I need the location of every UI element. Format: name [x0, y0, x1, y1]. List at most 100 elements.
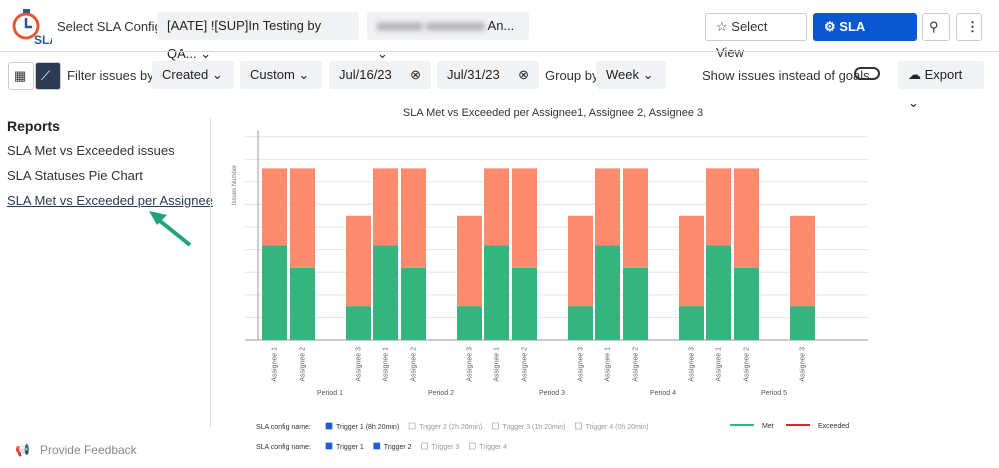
chart-title: SLA Met vs Exceeded per Assignee1, Assig… [403, 107, 703, 119]
feedback-text: Provide Feedback [39, 443, 137, 457]
period-label: Period 5 [761, 390, 787, 397]
bar-segment [457, 306, 482, 340]
report-link[interactable]: SLA Statuses Pie Chart [7, 168, 143, 183]
x-tick-label: Assignee 3 [578, 347, 585, 382]
bar-segment [623, 168, 648, 268]
button-text: Export [924, 67, 963, 82]
bar-segment [734, 168, 759, 268]
bar-segment [568, 306, 593, 340]
select-view-button[interactable]: ☆ Select View [705, 13, 807, 60]
bar-segment [484, 245, 509, 340]
checkbox [325, 422, 333, 430]
date-value: Jul/31/23 [447, 67, 500, 82]
second-select[interactable]: xxxxxxx xxxxxxxxx An... ⌄ [367, 12, 529, 61]
legend-label: Met [762, 423, 774, 430]
select-value: Week [606, 67, 639, 82]
toggle[interactable] [854, 67, 880, 80]
legend-label: Exceeded [818, 423, 849, 430]
x-tick-label: Assignee 1 [605, 347, 612, 382]
period-label: Period 1 [317, 390, 343, 397]
x-tick-label: Assignee 1 [716, 347, 723, 382]
bar-segment [346, 306, 371, 340]
x-tick-label: Assignee 1 [272, 347, 279, 382]
legend-item: Trigger 2 [384, 444, 412, 451]
arrow [149, 211, 192, 247]
bar-segment [595, 168, 620, 246]
date-from[interactable]: Jul/16/23 ⊗ [329, 61, 431, 89]
group-select[interactable]: Week ⌄ [596, 61, 666, 89]
legend-item: Trigger 1 (8h 20min) [336, 424, 399, 431]
x-tick-label: Assignee 1 [494, 347, 501, 382]
x-tick-label: Assignee 2 [411, 347, 418, 382]
checkbox [491, 422, 499, 430]
bar-segment [790, 306, 815, 340]
select-value: An... [487, 18, 515, 33]
report-link[interactable]: SLA Met vs Exceeded per Assignee [7, 193, 213, 208]
bar-segment [734, 267, 759, 340]
legend-item: Trigger 2 (2h 20min) [419, 424, 482, 431]
x-tick-label: Assignee 3 [356, 347, 363, 382]
bar-segment [457, 215, 482, 307]
export-button[interactable]: ☁ Export ⌄ [898, 61, 984, 110]
date-value: Jul/16/23 [339, 67, 392, 82]
select-value: Created [162, 67, 209, 82]
pin-button[interactable]: ⚲ [922, 13, 950, 41]
bar-segment [262, 168, 287, 246]
bar-segment [401, 267, 426, 340]
x-tick-label: Assignee 3 [800, 347, 807, 382]
feedback[interactable]: 📢 Provide Feedback [15, 443, 137, 457]
bar-segment [790, 215, 815, 307]
chart-view[interactable]: ⟋ [35, 62, 61, 90]
bar-segment [401, 168, 426, 268]
label: Group by [545, 68, 599, 83]
logo-text: SLA [34, 33, 52, 47]
bar-segment [595, 245, 620, 340]
sla-manager-button[interactable]: ⚙ SLA Manager [813, 13, 917, 60]
checkbox [373, 442, 381, 450]
legend-item: Trigger 3 [432, 444, 460, 451]
bar-segment [290, 267, 315, 340]
divider [210, 118, 211, 428]
bar-segment [484, 168, 509, 246]
bar-segment [706, 245, 731, 340]
y-axis-title: Issues Number [232, 165, 238, 205]
bar-segment [623, 267, 648, 340]
custom-select[interactable]: Custom ⌄ [240, 61, 322, 89]
legend-item: Trigger 4 (0h 20min) [585, 424, 648, 431]
checkbox [421, 442, 428, 450]
menu-button[interactable]: ⋮ [956, 13, 982, 41]
bar-segment [512, 168, 537, 268]
created-select[interactable]: Created ⌄ [152, 61, 234, 89]
bar-segment [373, 168, 398, 246]
legend-label: SLA config name: [256, 444, 311, 451]
divider [0, 51, 999, 52]
x-tick-label: Assignee 2 [300, 347, 307, 382]
config-select[interactable]: [AATE] ![SUP]In Testing by QA... ⌄ [157, 12, 359, 61]
date-to[interactable]: Jul/31/23 ⊗ [437, 61, 539, 89]
bar-segment [346, 215, 371, 307]
period-label: Period 4 [650, 390, 676, 397]
checkbox [468, 442, 476, 450]
table-view[interactable]: ▦ [8, 62, 34, 90]
bar-segment [679, 306, 704, 340]
legend-item: Trigger 3 (1h 20min) [502, 424, 565, 431]
legend-label: SLA config name: [256, 424, 311, 431]
button-text: Select View [716, 19, 768, 60]
checkbox [408, 422, 416, 430]
button-text: SLA Manager [824, 19, 878, 60]
period-label: Period 3 [539, 390, 565, 397]
x-tick-label: Assignee 3 [689, 347, 696, 382]
bar-segment [679, 215, 704, 307]
report-link[interactable]: SLA Met vs Exceeded issues [7, 143, 175, 158]
x-tick-label: Assignee 3 [467, 347, 474, 382]
legend-item: Trigger 1 [336, 444, 364, 451]
x-tick-label: Assignee 2 [522, 347, 529, 382]
bar-segment [512, 267, 537, 340]
x-tick-label: Assignee 2 [633, 347, 640, 382]
bar-segment [290, 168, 315, 268]
select-value: Custom [250, 67, 295, 82]
bar-segment [262, 245, 287, 340]
logo: SLA [12, 9, 52, 47]
label: Select SLA Config: [57, 19, 166, 34]
